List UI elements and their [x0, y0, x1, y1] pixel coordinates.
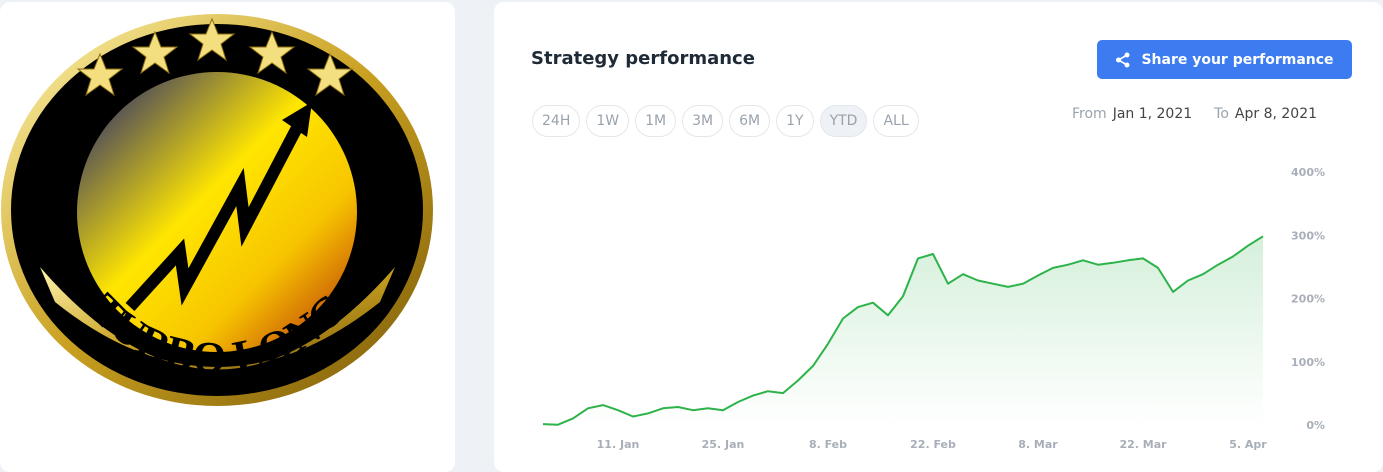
range-option[interactable]: 3M — [682, 105, 724, 137]
y-tick-label: 100% — [1291, 356, 1325, 369]
x-tick-label: 22. Mar — [1119, 438, 1167, 451]
to-label: To — [1214, 106, 1229, 122]
from-label: From — [1072, 106, 1107, 122]
logo: TURBO LONG — [1, 14, 433, 406]
share-icon — [1116, 52, 1130, 67]
title: Strategy performance — [531, 48, 755, 69]
range-option[interactable]: 6M — [729, 105, 771, 137]
period: From Jan 1, 2021 To Apr 8, 2021 — [1072, 106, 1339, 122]
y-tick-label: 400% — [1291, 166, 1325, 179]
x-tick-label: 25. Jan — [702, 438, 745, 451]
range-option[interactable]: YTD — [819, 105, 868, 137]
performance-card: 0% 100% 200% 300% 400% 11. Jan 25. Jan 8. Feb 22… — [494, 2, 1383, 472]
share-button[interactable]: Share your performance — [1097, 40, 1352, 79]
range-option[interactable]: 1M — [635, 105, 677, 137]
logo-card: TURBO LONG — [0, 2, 455, 472]
to-date[interactable]: Apr 8, 2021 — [1234, 106, 1318, 122]
from-date[interactable]: Jan 1, 2021 — [1112, 106, 1193, 122]
area — [543, 236, 1263, 426]
y-tick-label: 200% — [1291, 293, 1325, 306]
range-selector: 24H 1W 1M 3M 6M 1Y YTD ALL — [532, 105, 919, 137]
x-tick-label: 22. Feb — [910, 438, 956, 451]
share-label: Share your performance — [1141, 51, 1334, 68]
range-option[interactable]: 1W — [586, 105, 630, 137]
x-tick-label: 11. Jan — [597, 438, 640, 451]
x-tick-label: 8. Mar — [1018, 438, 1058, 451]
chart: 0% 100% 200% 300% 400% 11. Jan 25. Jan 8. Feb 22… — [542, 166, 1325, 451]
y-tick-label: 0% — [1306, 419, 1325, 432]
range-option[interactable]: 1Y — [776, 105, 814, 137]
y-tick-label: 300% — [1291, 229, 1325, 242]
x-tick-label: 8. Feb — [809, 438, 847, 451]
line — [542, 235, 1264, 426]
range-option[interactable]: ALL — [873, 105, 919, 137]
range-option[interactable]: 24H — [532, 105, 581, 137]
x-tick-label: 5. Apr — [1229, 438, 1267, 451]
